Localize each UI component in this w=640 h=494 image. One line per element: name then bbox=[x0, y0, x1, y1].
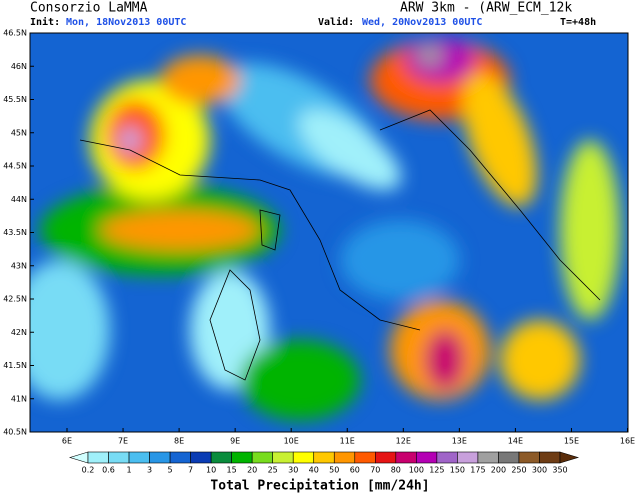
colorbar-bin bbox=[108, 451, 130, 464]
lat-label: 46N bbox=[11, 62, 27, 71]
colorbar-bin bbox=[169, 451, 191, 464]
colorbar-label: 3 bbox=[147, 466, 152, 475]
colorbar-label: 7 bbox=[188, 466, 193, 475]
colorbar-arrow bbox=[68, 451, 89, 464]
lat-label: 45.5N bbox=[3, 95, 27, 104]
lon-label: 13E bbox=[452, 437, 467, 446]
lat-label: 40.5N bbox=[3, 428, 27, 437]
colorbar-bin bbox=[251, 451, 273, 464]
colorbar-bin bbox=[313, 451, 335, 464]
colorbar-label: 175 bbox=[470, 466, 485, 475]
colorbar-bin bbox=[354, 451, 376, 464]
colorbar-label: 10 bbox=[206, 466, 216, 475]
model: ARW 3km - (ARW_ECM_12k bbox=[400, 1, 572, 16]
colorbar-label: 300 bbox=[532, 466, 547, 475]
lat-label: 43N bbox=[11, 261, 27, 270]
colorbar-bin bbox=[416, 451, 438, 464]
colorbar-label: 25 bbox=[268, 466, 278, 475]
colorbar-bin bbox=[87, 451, 109, 464]
valid: Wed, 20Nov2013 00UTC bbox=[362, 17, 482, 28]
colorbar-bin bbox=[149, 451, 171, 464]
lat-label: 42.5N bbox=[3, 295, 27, 304]
colorbar-bin bbox=[272, 451, 294, 464]
lat-label: 41N bbox=[11, 394, 27, 403]
lon-label: 15E bbox=[564, 437, 579, 446]
lon-label: 14E bbox=[508, 437, 523, 446]
lat-label: 43.5N bbox=[3, 228, 27, 237]
colorbar-bin bbox=[436, 451, 458, 464]
colorbar-bin bbox=[210, 451, 232, 464]
colorbar-label: 0.6 bbox=[102, 466, 115, 475]
lat-label: 41.5N bbox=[3, 361, 27, 370]
lon-label: 7E bbox=[118, 437, 128, 446]
colorbar-bin bbox=[231, 451, 253, 464]
init: Mon, 18Nov2013 00UTC bbox=[66, 17, 186, 28]
colorbar-bin bbox=[518, 451, 540, 464]
colorbar-bin bbox=[190, 451, 212, 464]
colorbar-label: 250 bbox=[511, 466, 526, 475]
lon-label: 16E bbox=[620, 437, 635, 446]
colorbar-label: 100 bbox=[409, 466, 424, 475]
lat-label: 44.5N bbox=[3, 162, 27, 171]
colorbar-label: 5 bbox=[168, 466, 173, 475]
title: Consorzio LaMMA bbox=[30, 1, 148, 16]
colorbar-bin bbox=[395, 451, 417, 464]
valid-label: Valid: bbox=[318, 16, 354, 28]
colorbar-bin bbox=[292, 451, 315, 464]
colorbar-bin bbox=[539, 451, 561, 464]
lat-label: 45N bbox=[11, 128, 27, 137]
colorbar-label: 15 bbox=[227, 466, 237, 475]
colorbar-bin bbox=[128, 451, 150, 464]
lon-label: 9E bbox=[230, 437, 240, 446]
colorbar-label: 350 bbox=[552, 466, 567, 475]
colorbar-bin bbox=[477, 451, 499, 464]
lat-label: 44N bbox=[11, 195, 27, 204]
lat-label: 46.5N bbox=[3, 29, 27, 38]
colorbar-bin bbox=[333, 451, 356, 464]
lead: T=+48h bbox=[560, 17, 596, 28]
colorbar-label: 70 bbox=[370, 466, 380, 475]
colorbar-label: 1 bbox=[126, 466, 131, 475]
colorbar-label: 125 bbox=[429, 466, 444, 475]
colorbar-label: 0.2 bbox=[82, 466, 95, 475]
colorbar-label: 80 bbox=[391, 466, 401, 475]
colorbar-label: 60 bbox=[350, 466, 360, 475]
colorbar-bin bbox=[457, 451, 479, 464]
lat-label: 42N bbox=[11, 328, 27, 337]
init-label: Init: bbox=[30, 16, 60, 28]
colorbar-bin bbox=[375, 451, 397, 464]
lon-label: 10E bbox=[284, 437, 299, 446]
colorbar-label: 20 bbox=[247, 466, 257, 475]
colorbar-label: 40 bbox=[309, 466, 319, 475]
colorbar-label: 50 bbox=[329, 466, 339, 475]
lon-label: 8E bbox=[174, 437, 184, 446]
lon-label: 11E bbox=[340, 437, 355, 446]
lon-label: 6E bbox=[62, 437, 72, 446]
lon-label: 12E bbox=[396, 437, 411, 446]
colorbar-title: Total Precipitation [mm/24h] bbox=[210, 479, 429, 494]
colorbar-label: 150 bbox=[450, 466, 465, 475]
precip-field bbox=[30, 33, 628, 432]
colorbar-label: 30 bbox=[288, 466, 298, 475]
colorbar-label: 200 bbox=[491, 466, 506, 475]
colorbar-bin bbox=[498, 451, 520, 464]
colorbar-arrow bbox=[559, 451, 580, 464]
